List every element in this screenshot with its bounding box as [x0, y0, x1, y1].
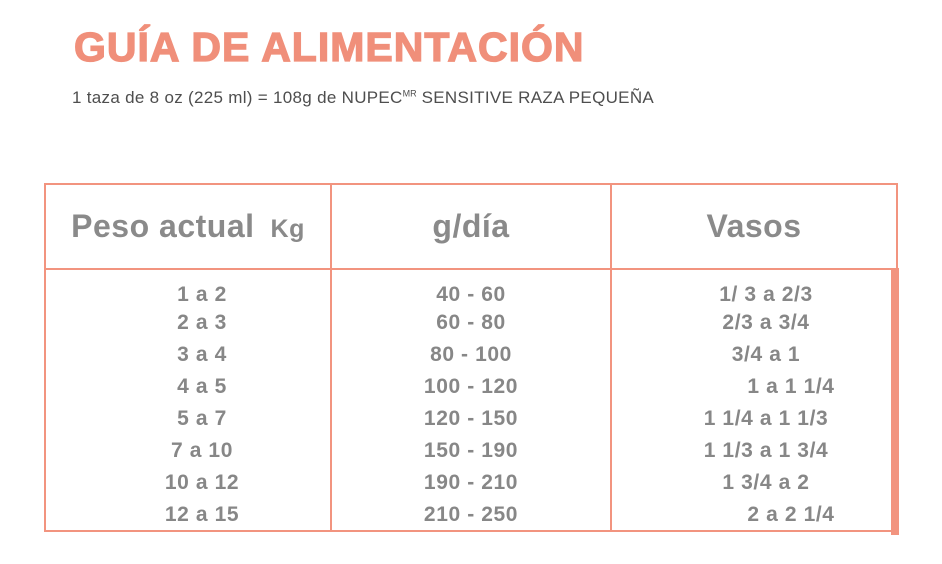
- table-cell: 100 - 120: [330, 371, 611, 403]
- table-row: 2 a 3 60 - 80 2/3 a 3/4: [45, 307, 897, 339]
- table-cell: 2 a 2 1/4: [610, 499, 897, 531]
- page-title: GUÍA DE ALIMENTACIÓN: [73, 23, 585, 70]
- table-row: 1 a 2 40 - 60 1/ 3 a 2/3: [45, 269, 897, 307]
- table-cell: 12 a 15: [164, 502, 240, 526]
- feeding-guide-table: Peso actual Kg g/día Vasos 1 a 2 40 - 60 1/…: [44, 183, 898, 532]
- trademark-superscript: MR: [402, 88, 417, 99]
- table-cell: 60 - 80: [330, 307, 611, 339]
- column-header-unit: Kg: [270, 215, 305, 243]
- table-cell: 80 - 100: [330, 339, 611, 371]
- column-header-peso-actual: Peso actual Kg: [45, 184, 331, 270]
- table-cell: 7 a 10: [171, 439, 233, 462]
- table-row: 10 a 12 190 - 210 1 3/4 a 2: [45, 467, 897, 499]
- table-body: 1 a 2 40 - 60 1/ 3 a 2/3 2 a 3 60 - 80 2/3 a …: [45, 269, 897, 531]
- table-cell: 1/ 3 a 2/3: [610, 269, 897, 307]
- column-header-gdia: g/día: [330, 184, 611, 270]
- table-cell: 4 a 5: [177, 375, 227, 398]
- table-cell: 1 3/4 a 2: [610, 467, 897, 499]
- table-cell: 190 - 210: [330, 467, 611, 499]
- table-cell: 1 a 1 1/4: [610, 371, 897, 403]
- column-header-label: Vasos: [706, 208, 802, 244]
- table-cell: 40 - 60: [330, 269, 611, 307]
- table-row: 12 a 15 210 - 250 2 a 2 1/4: [45, 499, 897, 531]
- table-cell: 210 - 250: [330, 499, 611, 531]
- table-cell: 150 - 190: [330, 435, 611, 467]
- table-row: 7 a 10 150 - 190 1 1/3 a 1 3/4: [45, 435, 897, 467]
- table-cell: 10 a 12: [164, 471, 240, 494]
- table-cell: 2/3 a 3/4: [610, 307, 897, 339]
- table-cell: 1 1/4 a 1 1/3: [610, 403, 897, 435]
- table-cell: 1 1/3 a 1 3/4: [610, 435, 897, 467]
- note-text-prefix: 1 taza de 8 oz (225 ml) = 108g de NUPEC: [72, 88, 403, 107]
- table-row: 5 a 7 120 - 150 1 1/4 a 1 1/3: [45, 403, 897, 435]
- table-cell: 1 a 2: [177, 283, 227, 306]
- column-header-vasos: Vasos: [610, 184, 897, 270]
- table-row: 4 a 5 100 - 120 1 a 1 1/4: [45, 371, 897, 403]
- table-cell: 2 a 3: [177, 311, 227, 334]
- cup-equivalence-note: 1 taza de 8 oz (225 ml) = 108g de NUPECM…: [72, 88, 654, 108]
- note-text-suffix: SENSITIVE RAZA PEQUEÑA: [416, 88, 655, 107]
- table-cell: 3/4 a 1: [610, 339, 897, 371]
- table-cell: 120 - 150: [330, 403, 611, 435]
- table-row: 3 a 4 80 - 100 3/4 a 1: [45, 339, 897, 371]
- column-header-label: g/día: [432, 208, 510, 244]
- cropped-adjacent-table-edge: [891, 268, 899, 535]
- column-header-label: Peso actual: [71, 208, 255, 244]
- table-cell: 3 a 4: [177, 343, 227, 366]
- table-cell: 5 a 7: [177, 407, 227, 430]
- table-header-row: Peso actual Kg g/día Vasos: [45, 184, 897, 270]
